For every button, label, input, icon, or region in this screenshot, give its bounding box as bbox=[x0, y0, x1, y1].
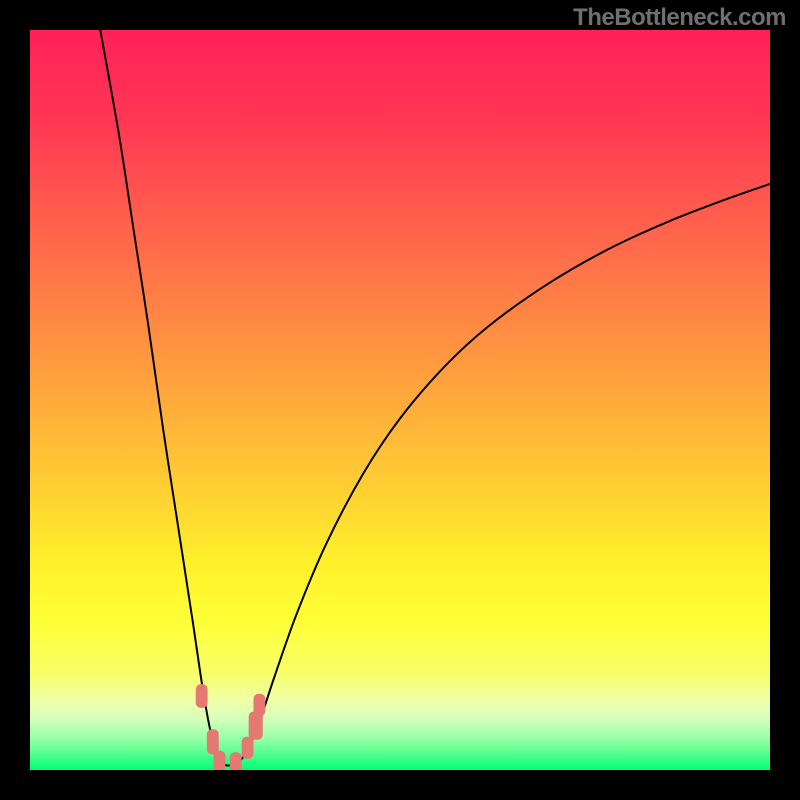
data-marker bbox=[230, 752, 242, 770]
curve-layer bbox=[30, 30, 770, 770]
chart-container: TheBottleneck.com bbox=[0, 0, 800, 800]
watermark-text: TheBottleneck.com bbox=[573, 4, 786, 32]
data-marker bbox=[253, 694, 265, 716]
bottleneck-curve bbox=[100, 30, 770, 766]
data-marker bbox=[214, 751, 226, 770]
data-marker bbox=[242, 737, 254, 759]
data-marker bbox=[207, 729, 219, 754]
data-marker bbox=[196, 684, 208, 708]
plot-area bbox=[30, 30, 770, 770]
